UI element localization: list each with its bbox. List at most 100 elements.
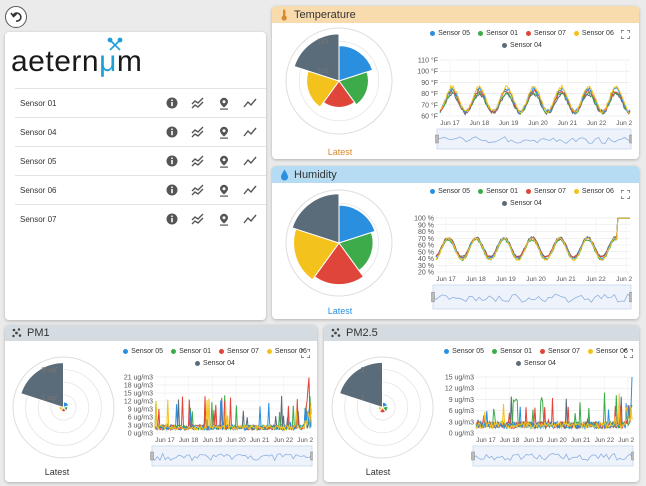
compare-trend-icon[interactable] bbox=[191, 154, 205, 168]
pie-slice[interactable] bbox=[338, 231, 374, 272]
location-pin-icon[interactable] bbox=[217, 212, 231, 226]
legend-swatch bbox=[526, 188, 531, 194]
info-icon[interactable] bbox=[165, 125, 179, 139]
y-tick-label: 50 % bbox=[418, 249, 434, 256]
location-pin-icon[interactable] bbox=[217, 125, 231, 139]
legend-item[interactable]: Sensor 01 bbox=[492, 345, 532, 357]
legend-swatch bbox=[444, 348, 450, 354]
legend-item[interactable]: Sensor 06 bbox=[266, 345, 307, 357]
legend-label: Sensor 05 bbox=[131, 347, 164, 355]
sensor-row[interactable]: Sensor 06 bbox=[15, 175, 266, 204]
pie-slice[interactable] bbox=[293, 33, 340, 82]
pm25-legend: Sensor 05 Sensor 01 Sensor 07 Sensor 06 Sens… bbox=[436, 345, 636, 369]
pm25-latest-chart: 31 bbox=[331, 356, 434, 459]
back-button[interactable] bbox=[5, 6, 27, 28]
legend-swatch bbox=[171, 348, 177, 354]
navigator-handle[interactable] bbox=[629, 291, 633, 303]
legend-item[interactable]: Sensor 04 bbox=[502, 197, 542, 209]
compare-trend-icon[interactable] bbox=[191, 183, 205, 197]
pie-slice[interactable] bbox=[293, 228, 340, 281]
x-tick-label: Jun 21 bbox=[571, 437, 591, 444]
sensor-row[interactable]: Sensor 04 bbox=[15, 117, 266, 146]
range-navigator[interactable] bbox=[436, 128, 632, 150]
legend-item[interactable]: Sensor 05 bbox=[430, 185, 470, 197]
sensor-row[interactable]: Sensor 07 bbox=[15, 204, 266, 233]
legend-item[interactable]: Sensor 05 bbox=[444, 345, 484, 357]
legend-item[interactable]: Sensor 07 bbox=[219, 345, 259, 357]
legend-swatch bbox=[492, 348, 498, 354]
navigator-handle[interactable] bbox=[150, 451, 154, 461]
navigator-handle[interactable] bbox=[629, 134, 633, 144]
pie-slice[interactable] bbox=[378, 406, 387, 414]
legend-item[interactable]: Sensor 06 bbox=[573, 185, 614, 197]
fullscreen-icon[interactable] bbox=[621, 190, 630, 199]
legend-item[interactable]: Sensor 01 bbox=[478, 27, 518, 39]
legend-item[interactable]: Sensor 05 bbox=[430, 27, 470, 39]
compare-trend-icon[interactable] bbox=[191, 96, 205, 110]
y-tick-label: 90 °F bbox=[421, 79, 438, 87]
y-tick-label: 12 ug/m3 bbox=[124, 399, 153, 406]
humidity-latest-chart bbox=[285, 189, 393, 297]
pm1-legend: Sensor 05 Sensor 01 Sensor 07 Sensor 06 Sens… bbox=[115, 345, 315, 369]
range-navigator[interactable] bbox=[472, 445, 634, 467]
legend-item[interactable]: Sensor 01 bbox=[171, 345, 211, 357]
pie-slice[interactable] bbox=[313, 242, 365, 286]
navigator-handle[interactable] bbox=[435, 134, 439, 144]
navigator-handle[interactable] bbox=[471, 451, 475, 461]
pm1-title: PM1 bbox=[27, 327, 50, 339]
legend-item[interactable]: Sensor 05 bbox=[123, 345, 163, 357]
location-pin-icon[interactable] bbox=[217, 96, 231, 110]
legend-item[interactable]: Sensor 04 bbox=[502, 39, 542, 51]
compare-trend-icon[interactable] bbox=[191, 212, 205, 226]
trend-line-icon[interactable] bbox=[243, 154, 257, 168]
fullscreen-icon[interactable] bbox=[624, 349, 633, 358]
x-tick-label: Jun 23 bbox=[297, 437, 313, 444]
x-tick-label: Jun 19 bbox=[499, 120, 519, 127]
pie-slice[interactable] bbox=[291, 193, 340, 244]
navigator-handle[interactable] bbox=[631, 451, 635, 461]
location-pin-icon[interactable] bbox=[217, 183, 231, 197]
pie-slice[interactable] bbox=[338, 71, 369, 106]
legend-swatch bbox=[478, 188, 484, 194]
range-navigator[interactable] bbox=[151, 445, 313, 467]
location-pin-icon[interactable] bbox=[217, 154, 231, 168]
trend-line-icon[interactable] bbox=[243, 183, 257, 197]
sensor-row[interactable]: Sensor 05 bbox=[15, 146, 266, 175]
trend-line-icon[interactable] bbox=[243, 212, 257, 226]
info-icon[interactable] bbox=[165, 212, 179, 226]
pie-slice[interactable] bbox=[338, 204, 376, 244]
series-line bbox=[475, 376, 633, 431]
legend-item[interactable]: Sensor 07 bbox=[526, 185, 566, 197]
range-navigator[interactable] bbox=[432, 284, 632, 310]
trend-line-icon[interactable] bbox=[243, 125, 257, 139]
legend-item[interactable]: Sensor 07 bbox=[540, 345, 580, 357]
legend-label: Sensor 06 bbox=[595, 347, 628, 355]
legend-item[interactable]: Sensor 04 bbox=[516, 357, 556, 369]
info-icon[interactable] bbox=[165, 154, 179, 168]
legend-label: Sensor 04 bbox=[510, 41, 542, 49]
info-icon[interactable] bbox=[165, 96, 179, 110]
pm25-title: PM2.5 bbox=[346, 327, 378, 339]
navigator-handle[interactable] bbox=[431, 291, 435, 303]
legend-item[interactable]: Sensor 07 bbox=[526, 27, 566, 39]
fullscreen-icon[interactable] bbox=[301, 349, 310, 358]
legend-swatch bbox=[195, 360, 201, 366]
legend-swatch bbox=[478, 30, 484, 36]
legend-label: Sensor 01 bbox=[179, 347, 211, 355]
fullscreen-icon[interactable] bbox=[621, 30, 630, 39]
navigator-handle[interactable] bbox=[310, 451, 314, 461]
pie-slice[interactable] bbox=[306, 70, 340, 108]
compare-trend-icon[interactable] bbox=[191, 125, 205, 139]
trend-line-icon[interactable] bbox=[243, 96, 257, 110]
pie-slice[interactable] bbox=[20, 362, 64, 409]
info-icon[interactable] bbox=[165, 183, 179, 197]
x-tick-label: Jun 21 bbox=[558, 120, 578, 127]
sensor-row[interactable]: Sensor 01 bbox=[15, 88, 266, 117]
legend-item[interactable]: Sensor 04 bbox=[195, 357, 235, 369]
legend-item[interactable]: Sensor 01 bbox=[478, 185, 518, 197]
pie-slice[interactable] bbox=[338, 45, 374, 82]
y-tick-label: 70 % bbox=[418, 236, 434, 243]
legend-item[interactable]: Sensor 06 bbox=[587, 345, 628, 357]
pie-slice[interactable] bbox=[338, 361, 383, 409]
legend-item[interactable]: Sensor 06 bbox=[573, 27, 614, 39]
